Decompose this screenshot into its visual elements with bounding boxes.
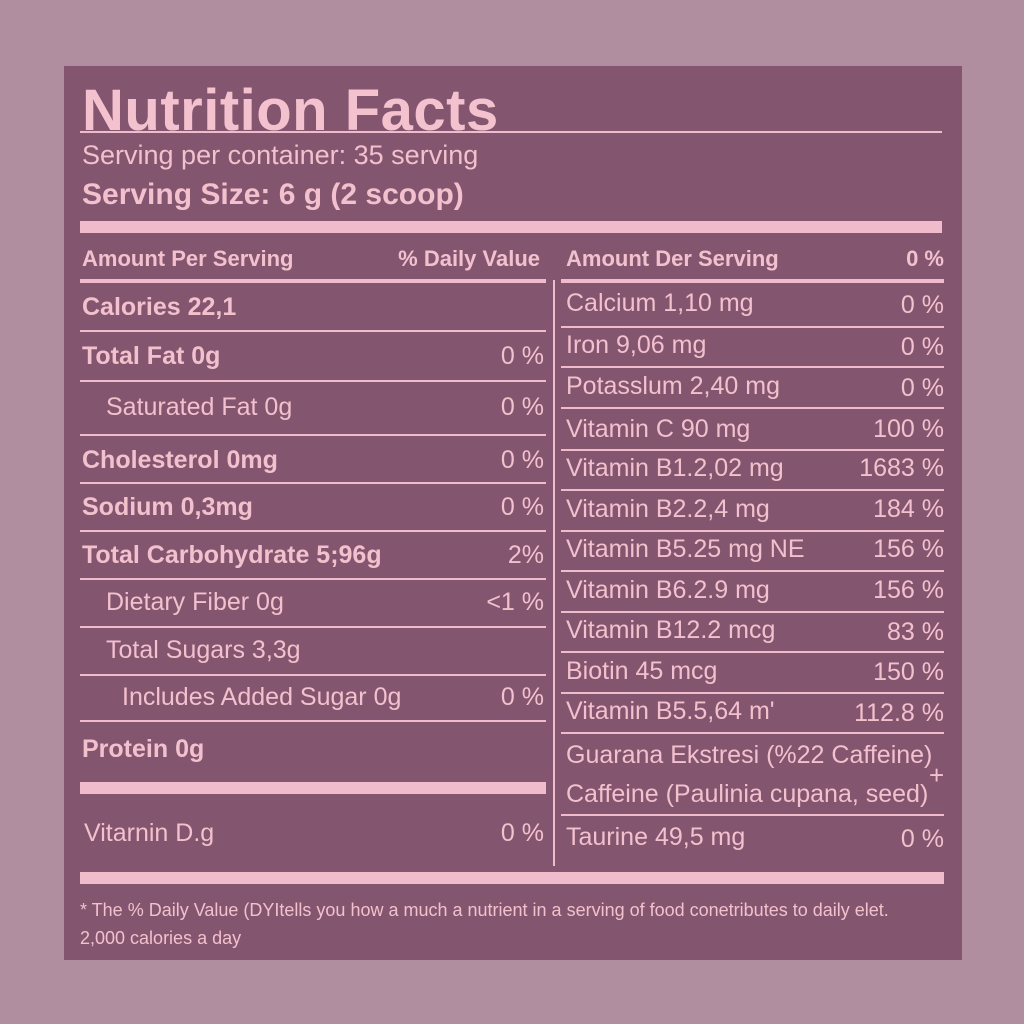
footnote-line-1: * The % Daily Value (DYItells you how a … xyxy=(80,900,889,920)
divider xyxy=(561,530,944,532)
divider xyxy=(561,732,944,734)
right-header-dv: 0 % xyxy=(906,246,944,271)
vitamin-b5-dv: 112.8 % xyxy=(854,699,944,727)
calcium-dv: 0 % xyxy=(900,291,944,319)
footnote-line-2: 2,000 calories a day xyxy=(80,928,242,948)
calcium-label: Calcium 1,10 mg xyxy=(566,289,754,317)
right-header-amount: Amount Der Serving xyxy=(566,246,779,271)
divider xyxy=(80,720,546,722)
potassium-dv: 0 % xyxy=(900,374,944,402)
divider xyxy=(561,449,944,451)
divider xyxy=(561,279,944,283)
divider xyxy=(80,434,546,436)
total-carbohydrate-dv: 2% xyxy=(507,541,544,569)
protein-label: Protein 0g xyxy=(82,735,205,763)
vitamin-b5-ne-dv: 156 % xyxy=(873,535,944,563)
vitamin-b12-label: Vitamin B12.2 mcg xyxy=(566,616,776,644)
guarana-label: Guarana Ekstresi (%22 Caffeine) xyxy=(566,741,933,769)
divider xyxy=(80,380,546,382)
total-fat-dv: 0 % xyxy=(500,342,544,370)
divider xyxy=(80,131,942,133)
vitamin-d-label: Vitarnin D.g xyxy=(84,819,215,847)
sodium-label: Sodium 0,3mg xyxy=(82,493,253,521)
vitamin-d-dv: 0 % xyxy=(500,819,544,847)
vitamin-c-label: Vitamin C 90 mg xyxy=(566,415,751,443)
left-header-dv: % Daily Value xyxy=(398,246,540,271)
divider xyxy=(561,489,944,491)
added-sugar-label: Includes Added Sugar 0g xyxy=(122,683,402,711)
added-sugar-dv: 0 % xyxy=(500,683,544,711)
biotin-label: Biotin 45 mcg xyxy=(566,657,718,685)
thick-divider xyxy=(80,872,944,884)
divider xyxy=(80,530,546,532)
vitamin-b6-label: Vitamin B6.2.9 mg xyxy=(566,576,770,604)
divider xyxy=(561,407,944,409)
footnote: * The % Daily Value (DYItells you how a … xyxy=(80,896,950,952)
iron-dv: 0 % xyxy=(900,333,944,361)
thick-divider xyxy=(80,782,546,794)
thick-divider xyxy=(80,221,942,233)
divider xyxy=(561,611,944,613)
nutrition-facts-panel: Nutrition Facts Serving per container: 3… xyxy=(64,66,962,960)
calories-label: Calories 22,1 xyxy=(82,293,237,321)
serving-size: Serving Size: 6 g (2 scoop) xyxy=(82,178,464,211)
divider xyxy=(561,326,944,328)
divider xyxy=(561,651,944,653)
dietary-fiber-label: Dietary Fiber 0g xyxy=(106,588,284,616)
caffeine-label: Caffeine (Paulinia cupana, seed) xyxy=(566,780,929,808)
divider xyxy=(80,674,546,676)
vitamin-b12-dv: 83 % xyxy=(887,618,944,646)
cholesterol-dv: 0 % xyxy=(500,446,544,474)
total-fat-label: Total Fat 0g xyxy=(82,342,221,370)
divider xyxy=(561,814,944,816)
divider xyxy=(561,692,944,694)
divider xyxy=(561,570,944,572)
plus-icon: + xyxy=(929,760,945,790)
cholesterol-label: Cholesterol 0mg xyxy=(82,446,278,474)
vitamin-b2-label: Vitamin B2.2,4 mg xyxy=(566,495,770,523)
taurine-dv: 0 % xyxy=(900,825,944,853)
saturated-fat-label: Saturated Fat 0g xyxy=(106,393,293,421)
sodium-dv: 0 % xyxy=(500,493,544,521)
total-sugars-label: Total Sugars 3,3g xyxy=(106,636,301,664)
saturated-fat-dv: 0 % xyxy=(500,393,544,421)
biotin-dv: 150 % xyxy=(873,658,944,686)
divider xyxy=(80,279,546,283)
vitamin-b1-dv: 1683 % xyxy=(859,454,944,482)
divider xyxy=(80,330,546,332)
divider xyxy=(80,482,546,484)
vitamin-b5-ne-label: Vitamin B5.25 mg NE xyxy=(566,535,805,563)
serving-per-container: Serving per container: 35 serving xyxy=(82,140,479,170)
total-carbohydrate-label: Total Carbohydrate 5;96g xyxy=(82,541,382,569)
vitamin-b5-label: Vitamin B5.5,64 m' xyxy=(566,697,775,725)
column-divider xyxy=(553,280,555,866)
divider xyxy=(80,578,546,580)
page-title: Nutrition Facts xyxy=(82,78,499,143)
vitamin-b1-label: Vitamin B1.2,02 mg xyxy=(566,454,784,482)
divider xyxy=(80,626,546,628)
dietary-fiber-dv: <1 % xyxy=(486,588,544,616)
divider xyxy=(561,366,944,368)
left-header-amount: Amount Per Serving xyxy=(82,246,294,271)
vitamin-c-dv: 100 % xyxy=(873,415,944,443)
potassium-label: Potasslum 2,40 mg xyxy=(566,372,780,400)
iron-label: Iron 9,06 mg xyxy=(566,331,707,359)
vitamin-b2-dv: 184 % xyxy=(873,495,944,523)
vitamin-b6-dv: 156 % xyxy=(873,576,944,604)
taurine-label: Taurine 49,5 mg xyxy=(566,823,746,851)
